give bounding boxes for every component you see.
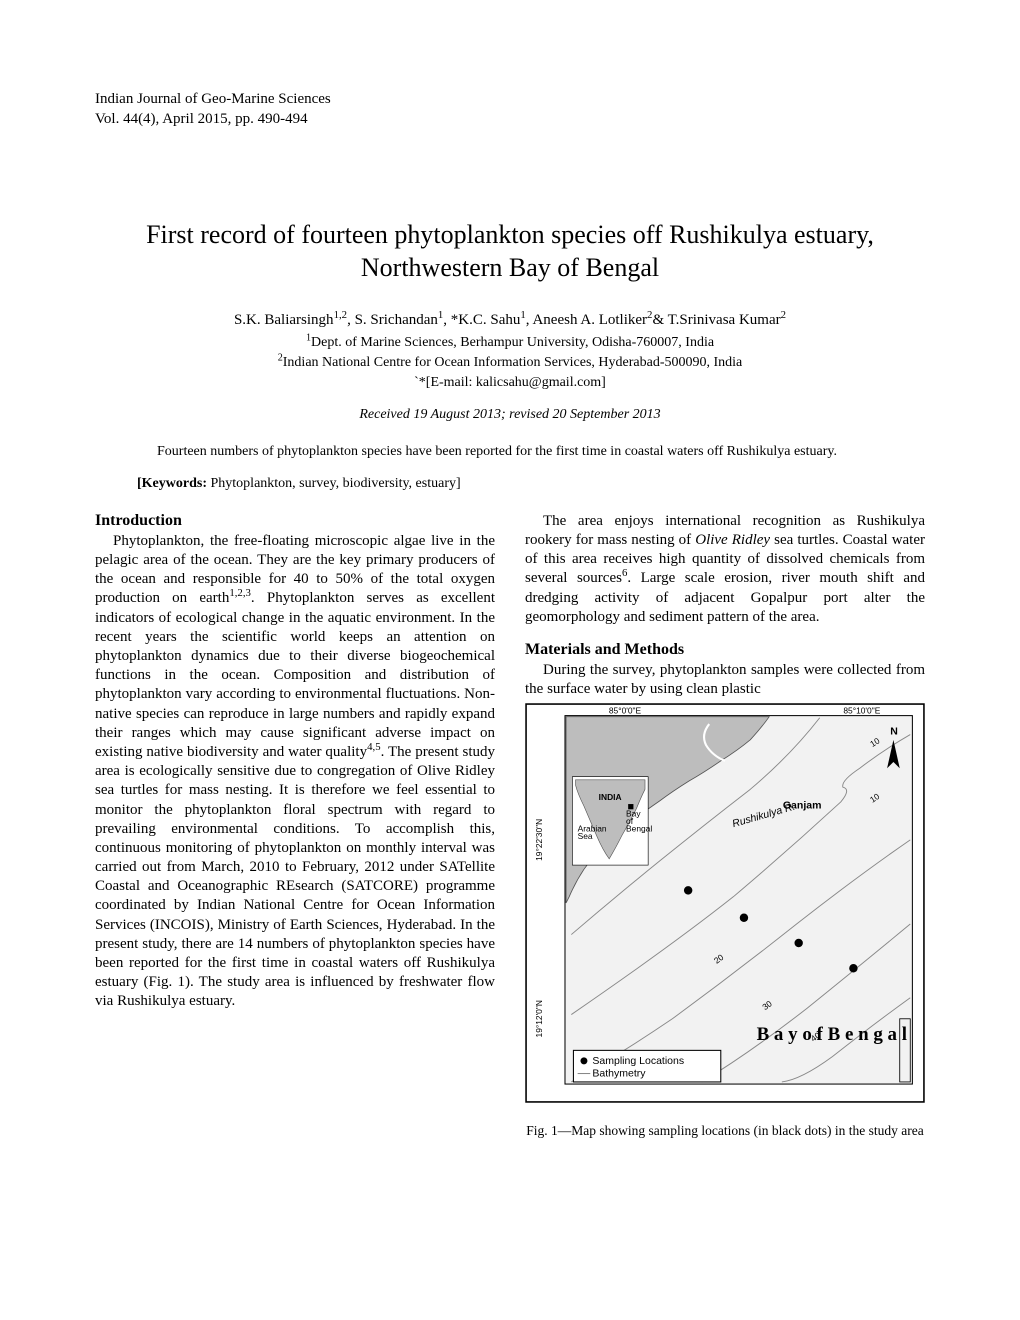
map-legend: Sampling Locations Bathymetry xyxy=(573,1051,720,1083)
intro-paragraph: Phytoplankton, the free-floating microsc… xyxy=(95,532,495,1012)
sampling-dot xyxy=(849,964,857,972)
intro-heading: Introduction xyxy=(95,512,495,530)
figure-1-caption: Fig. 1—Map showing sampling locations (i… xyxy=(525,1123,925,1140)
article-title: First record of fourteen phytoplankton s… xyxy=(95,219,925,284)
methods-heading: Materials and Methods xyxy=(525,641,925,659)
axis-top-right: 85°10'0"E xyxy=(843,706,880,716)
axis-left-top: 19°22'30"N xyxy=(534,819,544,861)
methods-paragraph: During the survey, phytoplankton samples… xyxy=(525,661,925,699)
svg-text:Sampling Locations: Sampling Locations xyxy=(592,1055,684,1067)
keywords-text: Phytoplankton, survey, biodiversity, est… xyxy=(207,476,461,491)
inset-map: INDIA ArabianSea BayofBengal xyxy=(572,777,652,865)
left-column: Introduction Phytoplankton, the free-flo… xyxy=(95,512,495,1140)
sampling-dot xyxy=(684,887,692,895)
svg-text:INDIA: INDIA xyxy=(599,792,622,802)
abstract-text: Fourteen numbers of phytoplankton specie… xyxy=(137,443,883,462)
svg-text:N: N xyxy=(890,726,898,738)
figure-1: 85°0'0"E 85°10'0"E 19°22'30"N 19°12'0"N xyxy=(525,703,925,1140)
axis-left-bottom: 19°12'0"N xyxy=(534,1000,544,1037)
right-column: The area enjoys international recognitio… xyxy=(525,512,925,1140)
keywords-line: [Keywords: Phytoplankton, survey, biodiv… xyxy=(137,476,883,492)
keywords-label: [Keywords: xyxy=(137,476,207,491)
sampling-dot xyxy=(740,914,748,922)
authors-line: S.K. Baliarsingh1,2, S. Srichandan1, *K.… xyxy=(95,312,925,329)
col2-paragraph-1: The area enjoys international recognitio… xyxy=(525,512,925,627)
figure-1-map: 85°0'0"E 85°10'0"E 19°22'30"N 19°12'0"N xyxy=(525,703,925,1119)
sampling-dot xyxy=(794,939,802,947)
journal-issue: Vol. 44(4), April 2015, pp. 490-494 xyxy=(95,110,925,130)
corresponding-email: `*[E-mail: kalicsahu@gmail.com] xyxy=(95,375,925,391)
received-dates: Received 19 August 2013; revised 20 Sept… xyxy=(95,407,925,423)
affiliation-1: 1Dept. of Marine Sciences, Berhampur Uni… xyxy=(95,335,925,351)
journal-header: Indian Journal of Geo-Marine Sciences Vo… xyxy=(95,90,925,129)
affiliation-2: 2Indian National Centre for Ocean Inform… xyxy=(95,355,925,371)
svg-text:Bathymetry: Bathymetry xyxy=(592,1068,646,1080)
journal-name: Indian Journal of Geo-Marine Sciences xyxy=(95,90,925,110)
axis-top-left: 85°0'0"E xyxy=(609,706,642,716)
label-bay-of-bengal: B a y o f B e n g a l xyxy=(757,1024,907,1045)
